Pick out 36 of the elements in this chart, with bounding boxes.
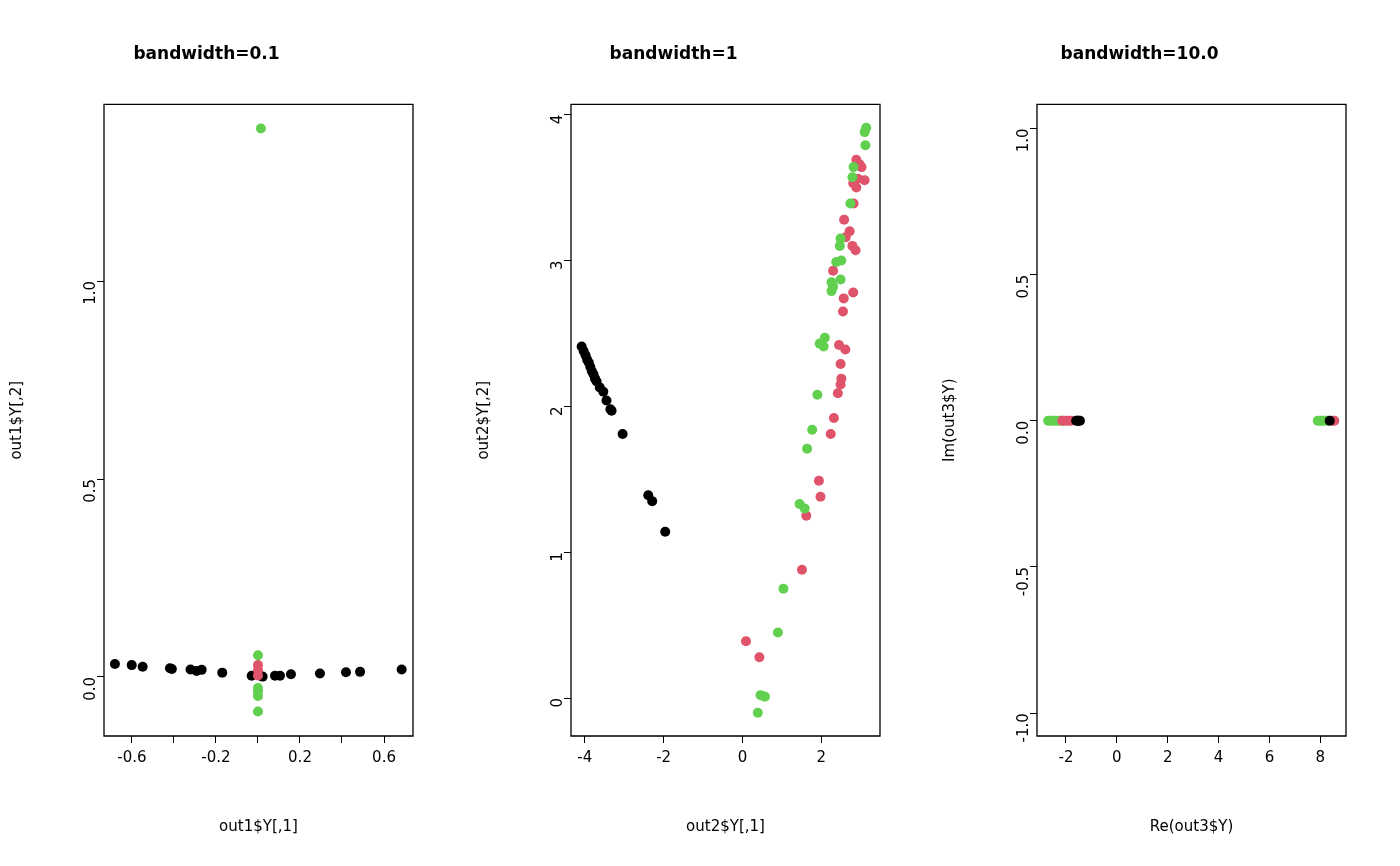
x-axis-title: out2$Y[,1] (686, 816, 765, 835)
y-tick-label: 0.5 (1013, 274, 1032, 299)
chart-title: bandwidth=10.0 (1060, 42, 1219, 63)
x-tick-label: -2 (656, 747, 672, 766)
y-tick-label: 1.0 (80, 281, 99, 305)
chart-title: bandwidth=0.1 (133, 42, 280, 63)
y-axis-title: out1$Y[,2] (6, 380, 25, 460)
x-tick-label: 6 (1264, 747, 1275, 766)
y-tick-label: 3 (547, 260, 566, 271)
y-tick-label: 1.0 (1013, 128, 1032, 153)
x-tick-label: 0.6 (372, 747, 396, 766)
y-tick-label: 2 (547, 406, 566, 416)
x-axis-title: Re(out3$Y) (1149, 816, 1234, 835)
y-axis-title: Im(out3$Y) (939, 378, 958, 462)
y-tick-label: 0.0 (80, 677, 99, 701)
y-tick-label: 0.5 (80, 479, 99, 503)
x-tick-label: -2 (1058, 747, 1074, 766)
y-tick-label: 0.0 (1013, 420, 1032, 445)
x-axis-title: out1$Y[,1] (219, 816, 298, 835)
chart-title: bandwidth=1 (609, 42, 738, 63)
y-tick-label: 1 (547, 552, 566, 562)
x-tick-label: -0.6 (117, 747, 147, 766)
x-tick-label: -0.2 (201, 747, 231, 766)
x-tick-label: 0 (737, 747, 748, 766)
x-tick-label: 2 (1162, 747, 1173, 766)
x-tick-label: 2 (816, 747, 827, 766)
x-tick-label: 0.2 (288, 747, 312, 766)
y-tick-label: -1.0 (1013, 713, 1032, 743)
x-tick-label: -4 (577, 747, 593, 766)
x-tick-label: 0 (1112, 747, 1122, 766)
y-tick-label: 0 (547, 698, 566, 708)
x-tick-label: 4 (1213, 747, 1224, 766)
y-tick-label: 4 (547, 114, 566, 125)
x-tick-label: 8 (1315, 747, 1326, 766)
y-axis-title: out2$Y[,2] (473, 380, 492, 460)
y-tick-label: -0.5 (1013, 566, 1032, 597)
